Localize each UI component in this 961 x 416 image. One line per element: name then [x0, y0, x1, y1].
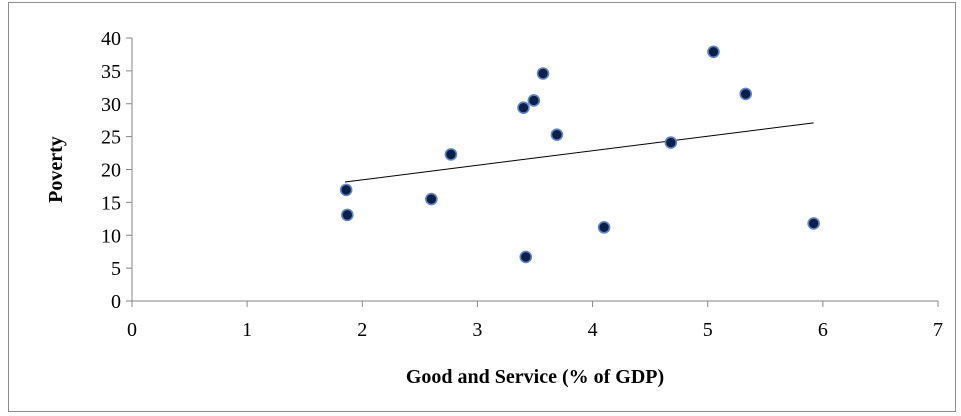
axes	[126, 37, 939, 307]
x-tick-label: 3	[472, 319, 482, 341]
y-tick-label: 40	[101, 28, 121, 50]
data-point	[739, 87, 753, 101]
trendline	[344, 122, 814, 183]
tick-labels: 0 5 10 15 20 25 30 35 40 0 1 2 3 4 5 6 7	[101, 28, 943, 341]
x-axis-title: Good and Service (% of GDP)	[406, 366, 664, 388]
data-point	[597, 221, 611, 234]
x-tick-label: 1	[242, 319, 252, 341]
x-tick-label: 6	[818, 319, 828, 341]
x-tick-label: 5	[703, 319, 713, 341]
y-axis-title: Poverty	[45, 136, 67, 203]
data-point	[341, 208, 354, 222]
data-point	[519, 250, 533, 264]
x-tick-label: 4	[588, 319, 598, 341]
data-point	[536, 67, 550, 80]
y-tick-label: 25	[101, 127, 121, 149]
y-tick-label: 15	[101, 192, 121, 214]
data-points	[339, 45, 820, 264]
x-tick-label: 2	[357, 319, 367, 341]
chart-frame	[8, 2, 956, 412]
data-point	[527, 94, 541, 107]
data-point	[517, 101, 530, 114]
y-tick-label: 20	[101, 160, 121, 182]
data-point	[339, 183, 353, 197]
y-tick-label: 5	[111, 258, 121, 280]
trendline-group	[344, 122, 814, 183]
data-point	[425, 192, 438, 206]
data-point	[707, 45, 720, 59]
x-tick-label: 7	[933, 319, 943, 341]
data-point	[550, 128, 564, 141]
data-point	[807, 217, 820, 230]
x-tick-label: 0	[127, 319, 137, 341]
y-tick-label: 10	[101, 225, 121, 247]
data-point	[444, 148, 458, 161]
data-point	[664, 136, 678, 149]
y-tick-label: 0	[111, 291, 121, 313]
y-tick-label: 35	[101, 61, 121, 83]
y-tick-label: 30	[101, 94, 121, 116]
